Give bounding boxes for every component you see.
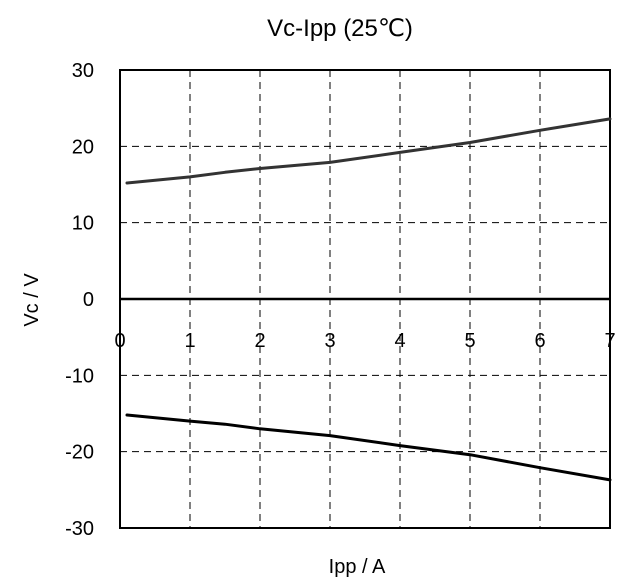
- series-line-2: [125, 413, 612, 482]
- series-line-1: [125, 117, 612, 185]
- y-tick-label: -30: [65, 518, 94, 540]
- y-tick-label: 10: [72, 213, 94, 235]
- x-tick-label: 5: [464, 330, 475, 352]
- y-tick-label: 20: [72, 136, 94, 158]
- x-tick-label: 2: [254, 330, 265, 352]
- tick-labels: 0 1 2 3 4 5 6 7 30 20 10 0 -10 -20 -30: [65, 60, 615, 540]
- x-axis-label: Ipp / A: [329, 556, 386, 578]
- x-tick-label: 4: [394, 330, 405, 352]
- series-lines: [125, 117, 612, 482]
- x-tick-label: 3: [324, 330, 335, 352]
- x-tick-label: 6: [534, 330, 545, 352]
- x-tick-label: 0: [114, 330, 125, 352]
- y-tick-label: 30: [72, 60, 94, 82]
- x-tick-label: 7: [604, 330, 615, 352]
- y-tick-label: -20: [65, 442, 94, 464]
- y-tick-label: -10: [65, 365, 94, 387]
- x-tick-label: 1: [184, 330, 195, 352]
- chart-title: Vc-Ipp (25℃): [267, 15, 413, 42]
- y-tick-label: 0: [83, 289, 94, 311]
- y-axis-label: Vc / V: [21, 273, 43, 327]
